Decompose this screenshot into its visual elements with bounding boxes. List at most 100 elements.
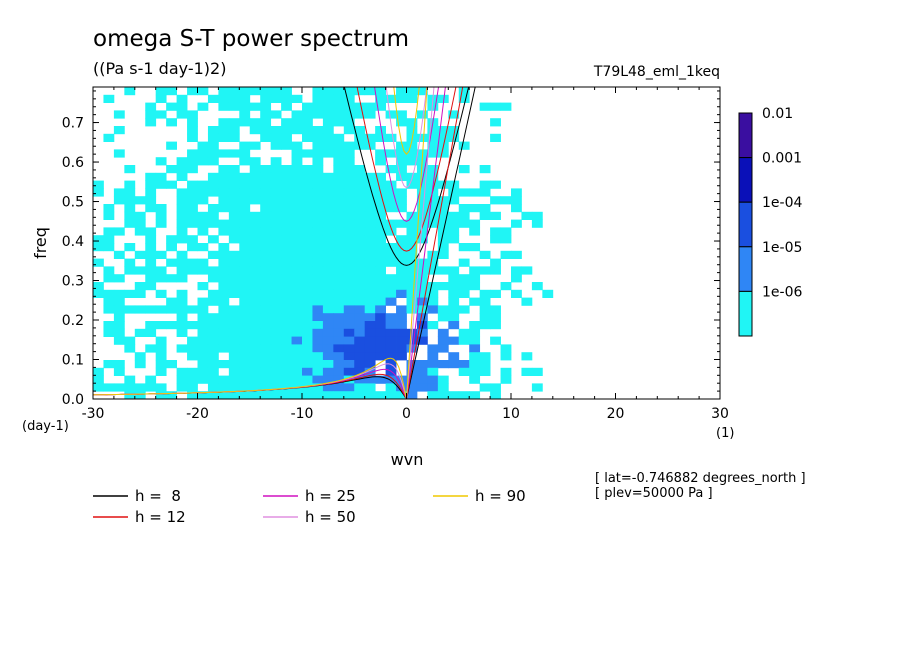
power-cell xyxy=(197,258,209,267)
power-cell xyxy=(134,391,146,399)
gravity-wave-curve xyxy=(343,87,470,266)
power-cell xyxy=(239,227,251,236)
power-cell xyxy=(228,344,240,353)
power-cell xyxy=(218,126,230,135)
power-cell xyxy=(406,282,418,291)
power-cell xyxy=(343,235,355,244)
power-cell xyxy=(302,219,313,228)
power-cell xyxy=(479,360,491,369)
chart-subtitle: ((Pa s-1 day-1)2) xyxy=(93,59,226,78)
power-cell xyxy=(145,196,157,205)
power-cell xyxy=(521,297,533,306)
power-cell xyxy=(302,133,313,142)
power-cell xyxy=(385,196,397,205)
power-cell xyxy=(312,219,324,228)
power-cell xyxy=(479,165,491,174)
power-cell xyxy=(312,367,324,376)
power-cell xyxy=(239,188,251,197)
power-cell xyxy=(187,126,198,135)
power-cell xyxy=(187,321,198,330)
power-cell xyxy=(207,391,219,399)
power-cell xyxy=(207,360,219,369)
power-cell xyxy=(145,344,157,353)
power-cell xyxy=(260,375,272,384)
power-cell xyxy=(239,344,251,353)
power-cell xyxy=(145,375,157,384)
power-cell xyxy=(134,219,146,228)
power-cell xyxy=(134,352,146,361)
power-cell xyxy=(385,204,397,213)
power-cell xyxy=(333,297,345,306)
power-cell xyxy=(218,165,230,174)
power-cell xyxy=(207,321,219,330)
power-cell xyxy=(333,118,345,127)
power-cell xyxy=(354,211,366,220)
power-cell xyxy=(124,87,136,96)
power-cell xyxy=(364,266,376,275)
power-cell xyxy=(291,157,303,166)
colorbar-label: 1e-06 xyxy=(762,284,802,300)
power-cell xyxy=(249,250,261,259)
power-cell xyxy=(260,102,272,111)
power-cell xyxy=(322,110,334,119)
power-cell xyxy=(197,344,209,353)
power-cell xyxy=(302,243,313,252)
power-cell xyxy=(187,157,198,166)
power-cell xyxy=(385,274,397,283)
power-cell xyxy=(302,305,313,314)
power-cell xyxy=(343,165,355,174)
x-tick-label: -10 xyxy=(291,406,314,422)
power-cell xyxy=(228,133,240,142)
power-cell xyxy=(333,133,345,142)
power-cell xyxy=(406,149,418,158)
power-cell xyxy=(134,250,146,259)
power-cell xyxy=(239,367,251,376)
power-cell xyxy=(343,204,355,213)
power-cell xyxy=(375,344,386,353)
power-cell xyxy=(437,305,449,314)
power-cell xyxy=(364,383,376,392)
power-cell xyxy=(416,313,428,322)
power-cell xyxy=(322,94,334,103)
power-cell xyxy=(103,360,115,369)
power-cell xyxy=(333,227,345,236)
power-cell xyxy=(103,235,115,244)
power-cell xyxy=(166,165,177,174)
power-cell xyxy=(302,196,313,205)
power-cell xyxy=(375,196,386,205)
power-cell xyxy=(490,227,501,236)
power-cell xyxy=(354,110,366,119)
power-cell xyxy=(354,180,366,189)
power-cell xyxy=(145,235,157,244)
power-cell xyxy=(228,188,240,197)
power-cell xyxy=(249,344,261,353)
power-cell xyxy=(228,391,240,399)
power-cell xyxy=(270,313,282,322)
power-cell xyxy=(239,383,251,392)
power-cell xyxy=(322,375,334,384)
power-cell xyxy=(218,282,230,291)
power-cell xyxy=(312,133,324,142)
power-cell xyxy=(458,219,470,228)
power-cell xyxy=(458,243,470,252)
power-cell xyxy=(437,211,449,220)
x-tick-label: -30 xyxy=(82,406,105,422)
power-cell xyxy=(187,133,198,142)
power-cell xyxy=(249,211,261,220)
kelvin-wave-curve xyxy=(406,87,476,399)
power-cell xyxy=(312,375,324,384)
power-cell xyxy=(490,258,501,267)
power-cell xyxy=(364,289,376,298)
power-cell xyxy=(249,219,261,228)
power-cell xyxy=(291,321,303,330)
power-cell xyxy=(448,196,460,205)
power-cell xyxy=(302,289,313,298)
power-cell xyxy=(333,196,345,205)
power-cell xyxy=(207,157,219,166)
power-cell xyxy=(113,227,125,236)
power-cell xyxy=(197,352,209,361)
power-cell xyxy=(218,383,230,392)
power-cell xyxy=(281,336,292,345)
power-cell xyxy=(113,321,125,330)
power-cell xyxy=(333,102,345,111)
